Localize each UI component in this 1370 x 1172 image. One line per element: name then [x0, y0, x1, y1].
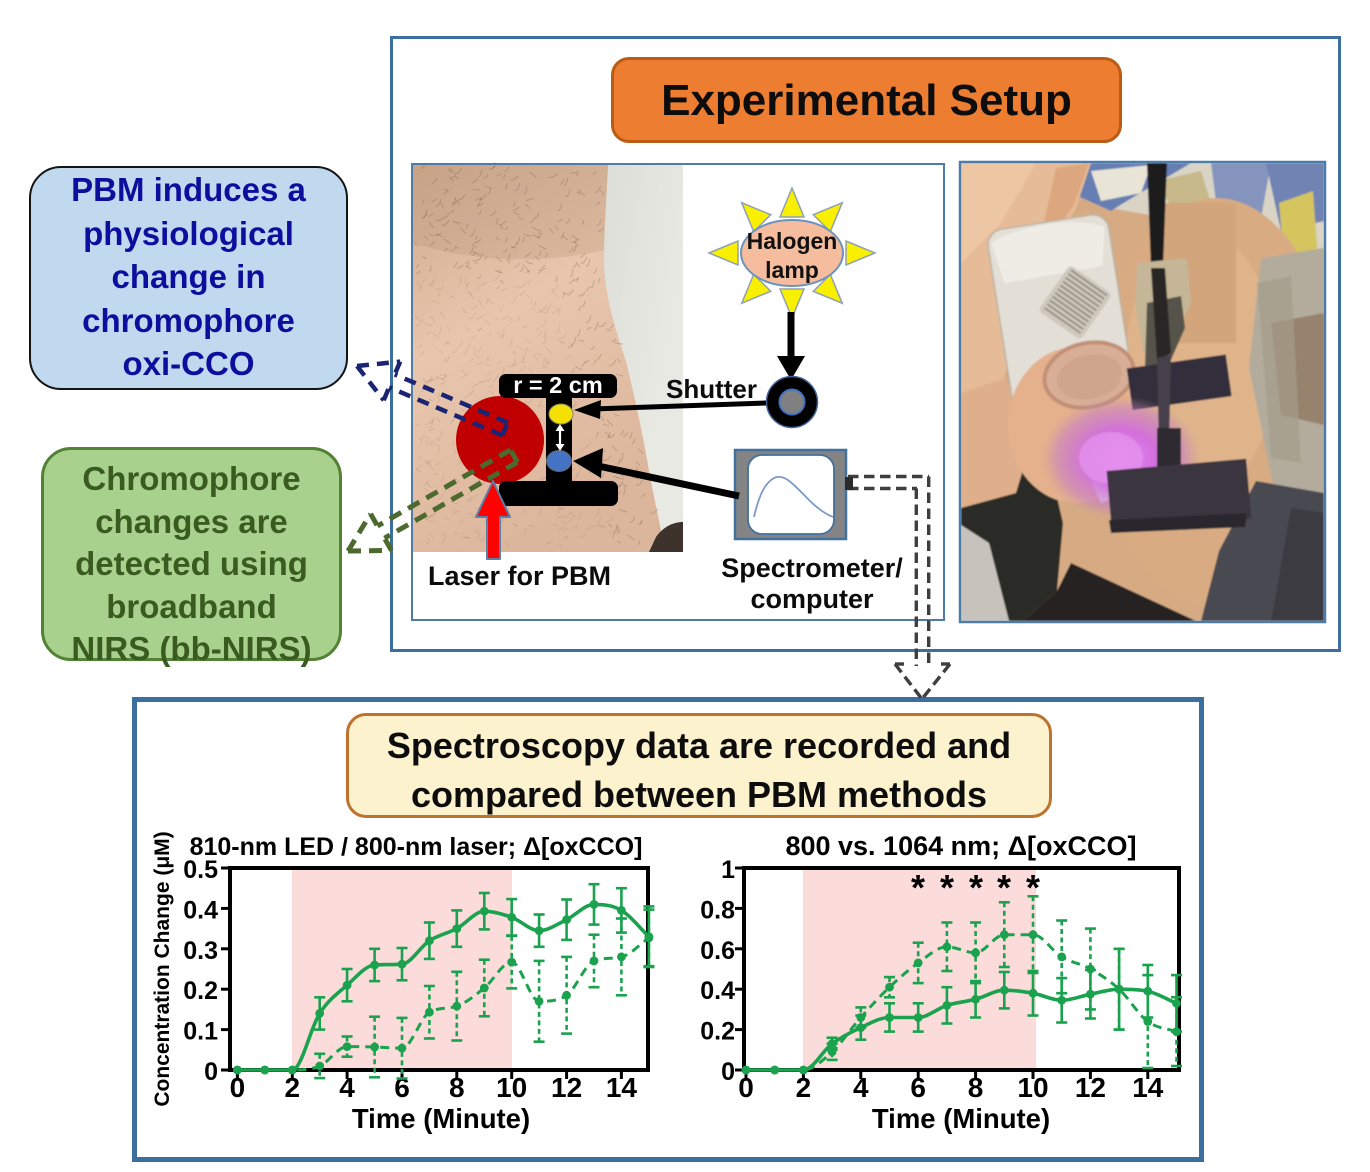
svg-text:0.4: 0.4 [700, 977, 735, 1005]
svg-text:0: 0 [738, 1072, 754, 1103]
svg-text:0.5: 0.5 [183, 856, 218, 884]
svg-text:Time (Minute): Time (Minute) [352, 1103, 530, 1134]
svg-text:14: 14 [1132, 1072, 1164, 1103]
svg-text:12: 12 [1075, 1072, 1106, 1103]
svg-text:Concentration Change (μM): Concentration Change (μM) [151, 831, 174, 1106]
svg-text:0.2: 0.2 [183, 977, 218, 1005]
svg-text:2: 2 [285, 1072, 301, 1103]
svg-text:6: 6 [910, 1072, 926, 1103]
svg-text:0.8: 0.8 [700, 896, 735, 924]
svg-text:810-nm LED / 800-nm laser; Δ[o: 810-nm LED / 800-nm laser; Δ[oxCCO] [190, 833, 643, 861]
svg-text:10: 10 [496, 1072, 527, 1103]
svg-text:*: * [940, 867, 954, 908]
svg-text:8: 8 [968, 1072, 984, 1103]
svg-text:0: 0 [204, 1058, 218, 1086]
svg-text:4: 4 [339, 1072, 355, 1103]
svg-text:0.3: 0.3 [183, 937, 218, 965]
svg-text:Halogen: Halogen [747, 228, 838, 254]
svg-text:4: 4 [853, 1072, 869, 1103]
svg-text:Laser for PBM: Laser for PBM [428, 561, 611, 591]
svg-text:2: 2 [796, 1072, 812, 1103]
svg-text:0: 0 [230, 1072, 246, 1103]
svg-text:r = 2 cm: r = 2 cm [513, 372, 603, 398]
svg-text:lamp: lamp [765, 257, 819, 283]
svg-text:14: 14 [606, 1072, 638, 1103]
svg-text:0.4: 0.4 [183, 896, 218, 924]
svg-text:800 vs. 1064 nm; Δ[oxCCO]: 800 vs. 1064 nm; Δ[oxCCO] [785, 831, 1136, 861]
svg-text:6: 6 [394, 1072, 410, 1103]
svg-text:0.6: 0.6 [700, 937, 735, 965]
svg-text:Shutter: Shutter [666, 374, 757, 404]
svg-text:*: * [969, 867, 983, 908]
svg-text:8: 8 [449, 1072, 465, 1103]
svg-text:1: 1 [721, 856, 735, 884]
svg-text:*: * [997, 867, 1011, 908]
svg-text:0.1: 0.1 [183, 1018, 218, 1046]
svg-text:0.2: 0.2 [700, 1018, 735, 1046]
svg-text:Time (Minute): Time (Minute) [872, 1103, 1050, 1134]
svg-text:10: 10 [1017, 1072, 1048, 1103]
svg-text:computer: computer [750, 584, 874, 614]
svg-text:*: * [1026, 867, 1040, 908]
svg-text:*: * [911, 867, 925, 908]
svg-text:12: 12 [551, 1072, 582, 1103]
svg-text:Spectrometer/: Spectrometer/ [721, 553, 903, 583]
svg-text:0: 0 [721, 1058, 735, 1086]
